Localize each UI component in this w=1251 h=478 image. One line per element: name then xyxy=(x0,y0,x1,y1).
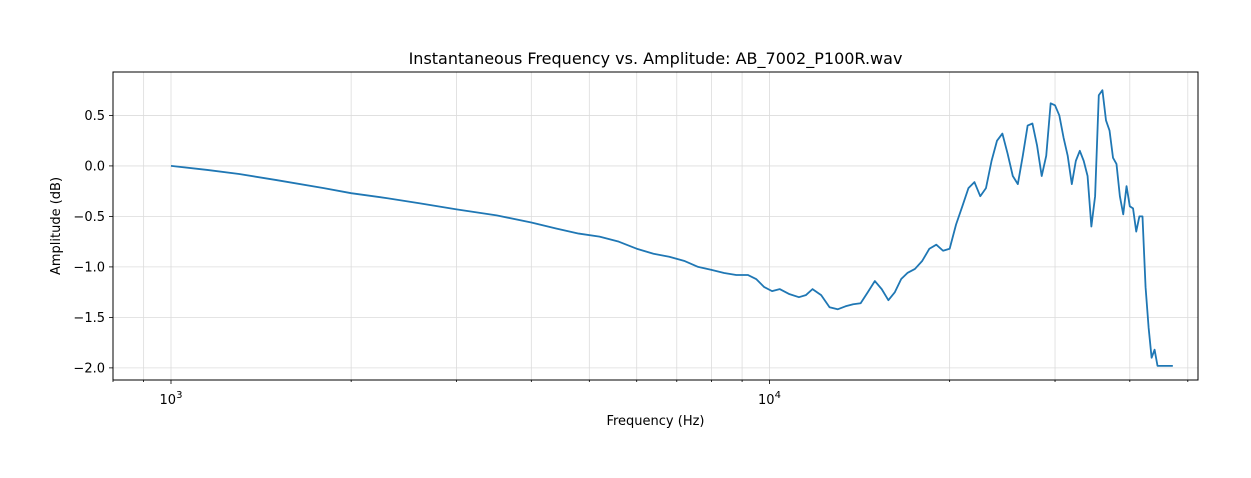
series-line xyxy=(171,90,1173,366)
grid xyxy=(113,72,1198,380)
y-tick-label: −2.0 xyxy=(73,361,105,376)
y-axis-label: Amplitude (dB) xyxy=(49,177,64,275)
y-tick-label: −0.5 xyxy=(73,210,105,225)
y-tick-label: −1.0 xyxy=(73,260,105,275)
series-layer xyxy=(171,90,1173,366)
x-tick-label: 103 xyxy=(160,390,183,408)
y-axis-ticks: 0.5 0.0 −0.5 −1.0 −1.5 −2.0 xyxy=(73,109,113,376)
chart-title: Instantaneous Frequency vs. Amplitude: A… xyxy=(409,49,903,69)
y-tick-label: −1.5 xyxy=(73,311,105,326)
x-tick-label: 104 xyxy=(758,390,781,408)
plot-frame xyxy=(113,72,1198,380)
x-axis-label: Frequency (Hz) xyxy=(606,414,704,429)
y-tick-label: 0.0 xyxy=(84,159,105,174)
y-tick-label: 0.5 xyxy=(84,109,105,124)
x-axis-ticks: 103 104 xyxy=(113,380,1188,408)
